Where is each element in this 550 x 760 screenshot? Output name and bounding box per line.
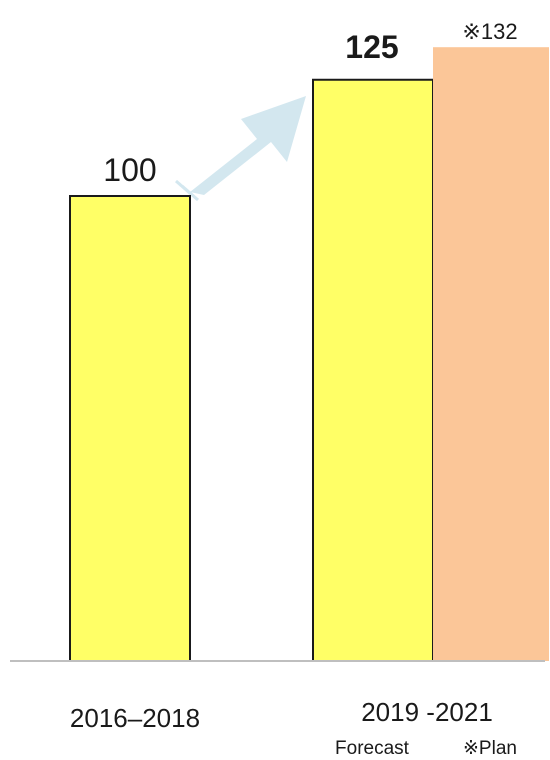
category-label-2016-2018: 2016–2018 [70,703,200,733]
value-label-2016-2018: 100 [103,152,156,188]
category-label-2019-2021: 2019 -2021 [361,697,493,727]
subcategory-label-forecast: Forecast [335,738,410,759]
bar-2019-2021-plan [433,47,549,661]
increase-arrow-icon [175,96,306,202]
value-label-plan: ※132 [462,19,517,44]
subcategory-label-plan: ※Plan [463,738,517,759]
bar-2016-2018 [69,195,191,662]
bar-2019-2021-forecast [312,78,434,662]
value-label-forecast: 125 [345,29,398,65]
